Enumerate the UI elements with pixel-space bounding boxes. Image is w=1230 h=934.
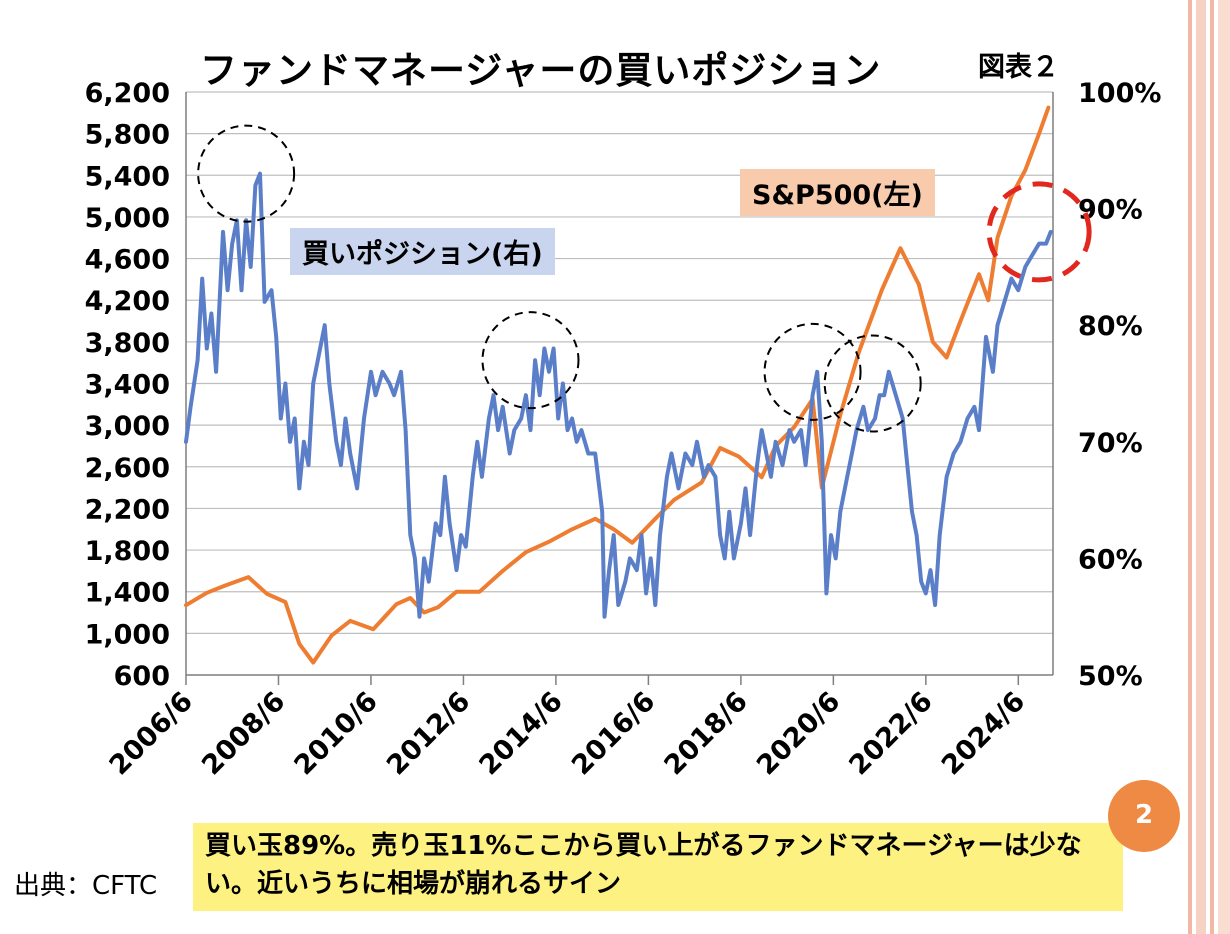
left-axis-tick-label: 2,600 bbox=[85, 453, 170, 484]
x-axis-tick-label: 2016/6 bbox=[566, 686, 661, 781]
series-label-buy-position: 買いポジション(右) bbox=[290, 228, 555, 275]
x-axis-tick-label: 2020/6 bbox=[751, 686, 846, 781]
right-axis-tick-label: 80% bbox=[1078, 311, 1143, 342]
chart-title: ファンドマネージャーの買いポジション bbox=[200, 49, 882, 92]
series-line-buy-position bbox=[184, 171, 1053, 619]
x-axis-tick-label: 2008/6 bbox=[196, 686, 291, 781]
left-axis-tick-label: 1,800 bbox=[85, 536, 170, 567]
highlight-circle bbox=[763, 322, 862, 421]
right-axis-tick-label: 50% bbox=[1078, 661, 1143, 692]
left-axis-tick-label: 2,200 bbox=[85, 494, 170, 525]
line-chart: 600 1,000 1,400 1,800 2,200 2,600 3,000 3,400 3,… bbox=[85, 78, 1162, 781]
x-axis-tick-label: 2010/6 bbox=[289, 686, 384, 781]
source-label: 出典：CFTC bbox=[14, 871, 158, 901]
decor-stripe bbox=[1188, 0, 1192, 934]
note-box: 買い玉89%。売り玉11%ここから買い上がるファンドマネージャーは少ない。近いう… bbox=[193, 823, 1123, 911]
x-axis-tick-label: 2014/6 bbox=[474, 686, 569, 781]
left-axis-tick-label: 5,400 bbox=[85, 161, 170, 192]
left-axis-tick-label: 600 bbox=[114, 661, 170, 692]
figure-label: 図表２ bbox=[978, 52, 1059, 83]
x-axis-tick-label: 2018/6 bbox=[659, 686, 754, 781]
highlight-circle bbox=[197, 124, 296, 223]
left-axis-tick-label: 3,000 bbox=[85, 411, 170, 442]
x-axis-tick-label: 2006/6 bbox=[104, 686, 199, 781]
series-line-sp500 bbox=[184, 105, 1051, 665]
left-axis-tick-label: 5,800 bbox=[85, 120, 170, 151]
x-axis-tick-label: 2012/6 bbox=[381, 686, 476, 781]
left-axis-tick-label: 4,200 bbox=[85, 286, 170, 317]
page-number-badge: 2 bbox=[1108, 780, 1180, 852]
series-label-sp500: S&P500(左) bbox=[740, 169, 935, 216]
right-axis-tick-label: 60% bbox=[1078, 544, 1143, 575]
x-axis-tick-label: 2022/6 bbox=[843, 686, 938, 781]
left-axis-tick-label: 3,800 bbox=[85, 328, 170, 359]
decor-stripe bbox=[1196, 0, 1206, 934]
left-axis-tick-label: 4,600 bbox=[85, 245, 170, 276]
left-axis-tick-label: 1,000 bbox=[85, 619, 170, 650]
highlight-circle bbox=[823, 334, 922, 433]
decor-stripe bbox=[1210, 0, 1214, 934]
left-axis-tick-label: 3,400 bbox=[85, 370, 170, 401]
highlight-circle-red bbox=[986, 181, 1092, 283]
left-axis-tick-label: 5,000 bbox=[85, 203, 170, 234]
left-axis-tick-label: 1,400 bbox=[85, 578, 170, 609]
left-axis-tick-label: 6,200 bbox=[85, 78, 170, 109]
right-axis-tick-label: 70% bbox=[1078, 428, 1143, 459]
x-axis-tick-label: 2024/6 bbox=[936, 686, 1031, 781]
right-axis-tick-label: 100% bbox=[1078, 78, 1161, 109]
decor-stripe bbox=[1218, 0, 1230, 934]
highlight-circle bbox=[481, 311, 580, 410]
